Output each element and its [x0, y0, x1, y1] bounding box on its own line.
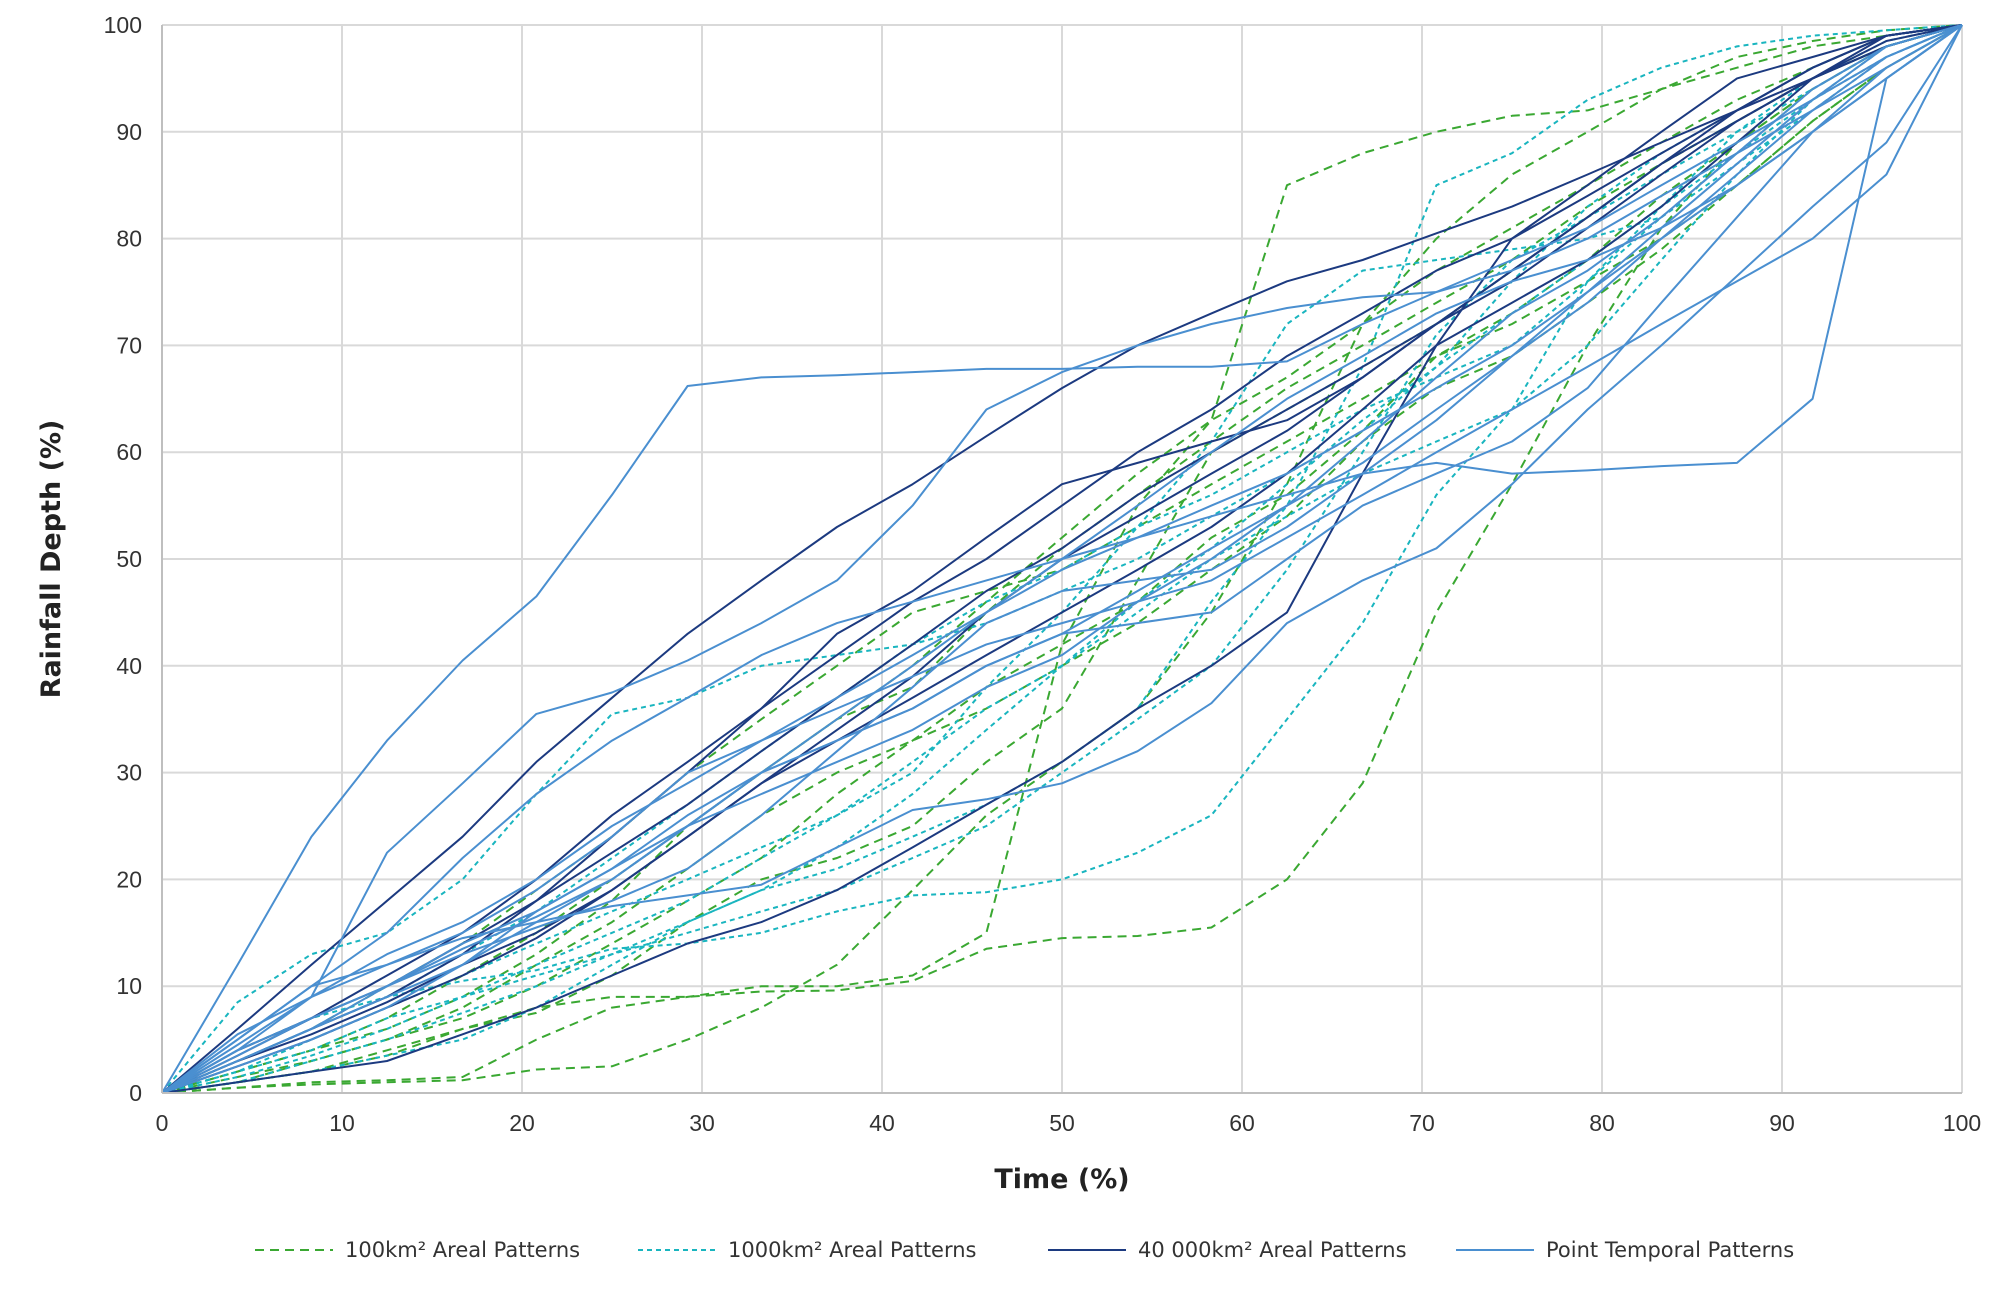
series-line — [161, 24, 1963, 1094]
series-layer — [161, 24, 1963, 1094]
x-tick-label: 10 — [329, 1110, 355, 1136]
x-axis-title: Time (%) — [994, 1164, 1129, 1195]
y-tick-label: 70 — [116, 332, 142, 358]
y-tick-label: 10 — [116, 973, 142, 999]
x-tick-label: 50 — [1049, 1110, 1075, 1136]
x-tick-label: 40 — [869, 1110, 895, 1136]
series-line — [161, 24, 1963, 1094]
y-tick-label: 90 — [116, 119, 142, 145]
x-tick-label: 80 — [1589, 1110, 1615, 1136]
legend-item: 1000km² Areal Patterns — [638, 1238, 976, 1262]
tick-labels: 0 10 20 30 40 50 60 70 80 90 100 0 10 20 30 40 50 60 70 80 9… — [104, 12, 1982, 1136]
series-line — [161, 24, 1963, 1094]
series-line — [161, 24, 1963, 1094]
y-tick-label: 0 — [129, 1080, 142, 1106]
series-line — [161, 24, 1963, 1094]
series-line — [161, 24, 1963, 1094]
x-tick-label: 100 — [1943, 1110, 1981, 1136]
legend-label: 1000km² Areal Patterns — [728, 1238, 976, 1262]
legend-label: 100km² Areal Patterns — [345, 1238, 580, 1262]
x-tick-label: 20 — [509, 1110, 535, 1136]
y-tick-label: 80 — [116, 226, 142, 252]
series-line — [161, 24, 1963, 1094]
x-tick-label: 90 — [1769, 1110, 1795, 1136]
y-tick-label: 40 — [116, 653, 142, 679]
series-line — [161, 24, 1963, 1094]
legend: 100km² Areal Patterns 1000km² Areal Patte… — [255, 1238, 1794, 1262]
series-line — [161, 24, 1963, 1094]
y-tick-label: 20 — [116, 866, 142, 892]
legend-item: Point Temporal Patterns — [1456, 1238, 1794, 1262]
x-tick-label: 60 — [1229, 1110, 1255, 1136]
legend-item: 40 000km² Areal Patterns — [1048, 1238, 1407, 1262]
x-tick-label: 30 — [689, 1110, 715, 1136]
series-line — [161, 24, 1963, 1094]
series-line — [161, 24, 1963, 1094]
x-tick-label: 0 — [156, 1110, 169, 1136]
y-tick-label: 60 — [116, 439, 142, 465]
x-tick-label: 70 — [1409, 1110, 1435, 1136]
series-group — [161, 24, 1963, 1094]
y-axis-title: Rainfall Depth (%) — [36, 420, 67, 699]
y-tick-label: 30 — [116, 760, 142, 786]
y-tick-label: 100 — [104, 12, 142, 38]
legend-item: 100km² Areal Patterns — [255, 1238, 580, 1262]
axes — [161, 25, 1962, 1094]
series-line — [161, 24, 1963, 1094]
legend-label: Point Temporal Patterns — [1546, 1238, 1794, 1262]
series-line — [161, 24, 1963, 1094]
legend-label: 40 000km² Areal Patterns — [1138, 1238, 1407, 1262]
y-tick-label: 50 — [116, 546, 142, 572]
